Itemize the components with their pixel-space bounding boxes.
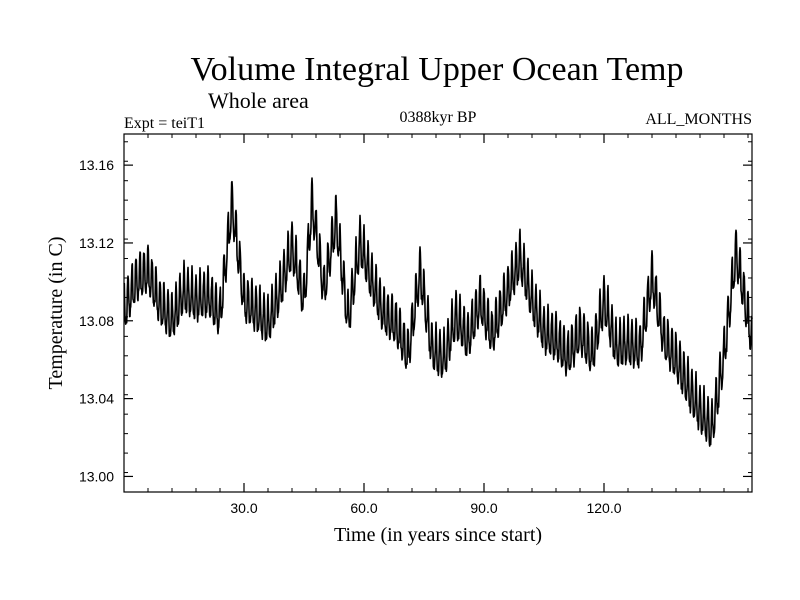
y-tick-label: 13.00 — [79, 468, 114, 484]
experiment-label: Expt = teiT1 — [124, 115, 205, 132]
chart-title: Volume Integral Upper Ocean Temp — [191, 51, 684, 88]
x-tick-label: 30.0 — [230, 500, 257, 516]
y-ticks: 13.00 13.04 13.08 13.12 13.16 — [79, 141, 752, 493]
months-label: ALL_MONTHS — [645, 111, 752, 128]
y-tick-label: 13.16 — [79, 157, 114, 173]
y-tick-label: 13.12 — [79, 235, 114, 251]
x-ticks: 30.0 60.0 90.0 120.0 — [147, 134, 749, 516]
y-axis-label: Temperature (in C) — [45, 237, 67, 390]
x-axis-label: Time (in years since start) — [334, 524, 542, 546]
chart-subtitle: Whole area — [208, 88, 309, 113]
x-tick-label: 60.0 — [350, 500, 377, 516]
y-tick-label: 13.04 — [79, 391, 114, 407]
x-tick-label: 90.0 — [470, 500, 497, 516]
y-tick-label: 13.08 — [79, 313, 114, 329]
x-tick-label: 120.0 — [586, 500, 621, 516]
plot-frame — [123, 133, 753, 493]
epoch-label: 0388kyr BP — [400, 109, 477, 126]
temperature-series-line — [123, 177, 753, 447]
